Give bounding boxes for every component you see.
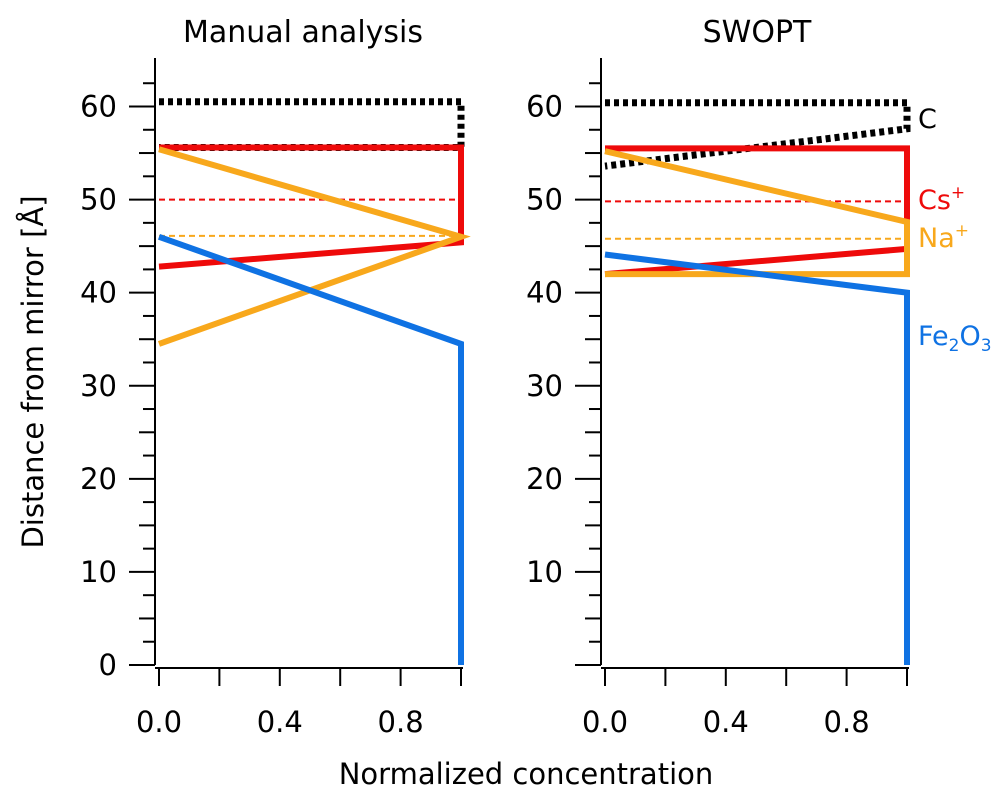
series-line-fe2o3-solid bbox=[604, 251, 910, 665]
y-tick-label: 40 bbox=[80, 276, 117, 310]
series-label-naplus: Na+ bbox=[918, 221, 969, 254]
y-tick-label: 50 bbox=[80, 183, 117, 217]
ticks-left: 0 10 20 30 40 50 60 0.0 0.4 0.8 bbox=[80, 82, 462, 739]
x-tick-label: 0.8 bbox=[824, 705, 870, 739]
series-line-fe2o3-solid bbox=[157, 233, 464, 665]
x-tick-label: 0.0 bbox=[582, 705, 628, 739]
ticks-right: 10 20 30 40 50 60 0.0 0.4 0.8 bbox=[526, 82, 908, 739]
panel-manual-analysis: Manual analysis 0 10 20 30 40 50 60 0.0 0.4 0.8 bbox=[80, 15, 471, 739]
y-tick-label: 60 bbox=[526, 90, 563, 124]
series-label-csplus: Cs+ bbox=[918, 183, 965, 216]
x-tick-label: 0.4 bbox=[703, 705, 749, 739]
y-tick-label: 60 bbox=[80, 90, 117, 124]
y-tick-label: 0 bbox=[99, 648, 117, 682]
panel-swopt: SWOPT 10 20 30 40 50 60 0.0 0.4 0.8 bbox=[526, 15, 911, 739]
y-tick-label: 20 bbox=[526, 462, 563, 496]
y-tick-label: 30 bbox=[526, 369, 563, 403]
series-marks-left bbox=[157, 98, 471, 665]
series-marks-right bbox=[604, 99, 911, 665]
x-axis-label: Normalized concentration bbox=[339, 757, 714, 788]
series-labels: C Cs+ Na+ Fe2O3 bbox=[918, 104, 992, 356]
series-line-csplus-solid bbox=[604, 145, 910, 278]
y-tick-label: 50 bbox=[526, 183, 563, 217]
y-tick-label: 10 bbox=[80, 555, 117, 589]
series-line-csplus-solid bbox=[158, 144, 464, 270]
x-tick-label: 0.0 bbox=[136, 705, 182, 739]
y-tick-label: 30 bbox=[80, 369, 117, 403]
x-tick-label: 0.8 bbox=[378, 705, 424, 739]
series-line-c-dotted bbox=[604, 99, 911, 170]
y-axis-label: Distance from mirror [Å] bbox=[16, 195, 50, 548]
series-line-c-dotted bbox=[159, 98, 465, 151]
series-label-fe2o3: Fe2O3 bbox=[918, 321, 992, 356]
panel-title-manual: Manual analysis bbox=[183, 15, 423, 50]
y-tick-label: 40 bbox=[526, 276, 563, 310]
y-tick-label: 10 bbox=[526, 555, 563, 589]
panel-title-swopt: SWOPT bbox=[703, 15, 812, 50]
series-label-c: C bbox=[918, 104, 937, 135]
x-tick-label: 0.4 bbox=[257, 705, 303, 739]
y-tick-label: 20 bbox=[80, 462, 117, 496]
